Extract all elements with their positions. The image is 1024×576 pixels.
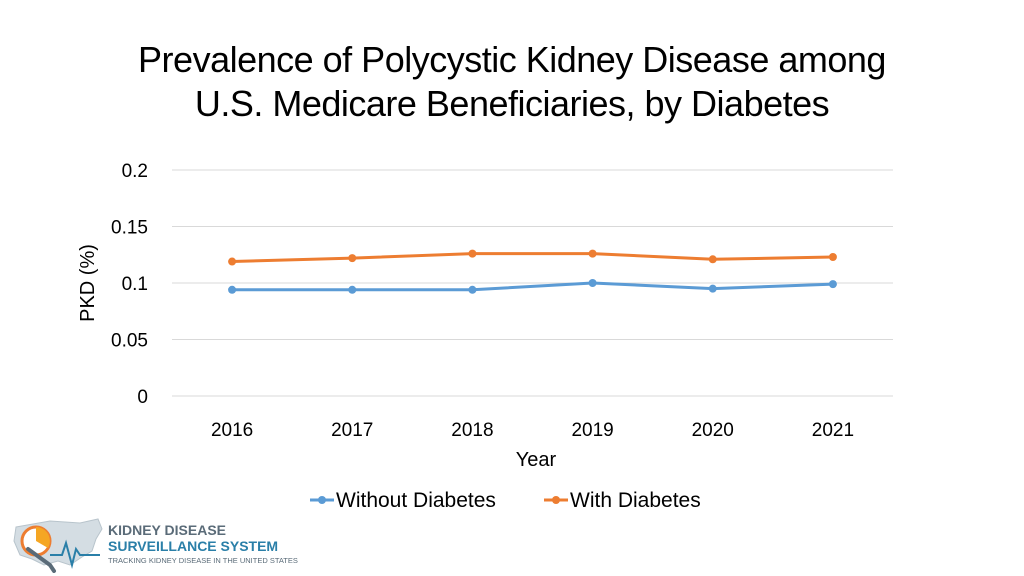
x-tick-label: 2018 <box>451 420 493 441</box>
series-without-diabetes <box>228 279 837 294</box>
data-point[interactable] <box>828 280 837 289</box>
logo-tagline: TRACKING KIDNEY DISEASE IN THE UNITED ST… <box>108 556 298 565</box>
data-point[interactable] <box>348 285 357 294</box>
kdss-logo: KIDNEY DISEASE SURVEILLANCE SYSTEM TRACK… <box>10 515 298 573</box>
legend[interactable]: Without Diabetes With Diabetes <box>310 489 701 512</box>
legend-marker <box>552 496 560 504</box>
series-layer <box>228 249 837 294</box>
x-tick-label: 2019 <box>571 420 613 441</box>
data-point[interactable] <box>468 285 477 294</box>
y-tick-label: 0 <box>137 387 148 408</box>
data-point[interactable] <box>828 253 837 262</box>
x-tick-label: 2017 <box>331 420 373 441</box>
y-axis-ticks: 0 0.05 0.1 0.15 0.2 <box>111 161 148 408</box>
logo-line-2: SURVEILLANCE SYSTEM <box>108 538 279 554</box>
legend-item-without-diabetes[interactable]: Without Diabetes <box>310 489 496 512</box>
data-point[interactable] <box>228 285 237 294</box>
series-line <box>232 281 833 292</box>
x-tick-label: 2016 <box>211 420 253 441</box>
series-with-diabetes <box>228 249 837 266</box>
x-axis-ticks: 2016 2017 2018 2019 2020 2021 <box>211 420 854 441</box>
data-point[interactable] <box>588 249 597 258</box>
gridlines <box>172 169 893 397</box>
data-point[interactable] <box>228 257 237 266</box>
logo-line-1: KIDNEY DISEASE <box>108 522 226 538</box>
chart-title-line-1: Prevalence of Polycystic Kidney Disease … <box>138 39 886 80</box>
data-point[interactable] <box>348 254 357 263</box>
data-point[interactable] <box>708 284 717 293</box>
chart-title-line-2: U.S. Medicare Beneficiaries, by Diabetes <box>194 83 830 124</box>
legend-label: With Diabetes <box>570 489 701 512</box>
x-tick-label: 2020 <box>692 420 734 441</box>
y-tick-label: 0.1 <box>122 274 148 295</box>
series-line <box>232 252 833 264</box>
chart-title: Prevalence of Polycystic Kidney Disease … <box>0 38 1024 126</box>
data-point[interactable] <box>468 249 477 258</box>
y-tick-label: 0.05 <box>111 331 148 352</box>
legend-label: Without Diabetes <box>336 489 496 512</box>
legend-item-with-diabetes[interactable]: With Diabetes <box>544 489 701 512</box>
data-point[interactable] <box>588 279 597 287</box>
x-axis-label: Year <box>516 449 557 471</box>
y-tick-label: 0.2 <box>122 161 148 182</box>
us-map-kidney-icon <box>13 518 103 573</box>
y-tick-label: 0.15 <box>111 218 148 239</box>
x-tick-label: 2021 <box>812 420 854 441</box>
legend-marker <box>318 496 326 504</box>
data-point[interactable] <box>708 255 717 264</box>
y-axis-label: PKD (%) <box>77 244 99 322</box>
